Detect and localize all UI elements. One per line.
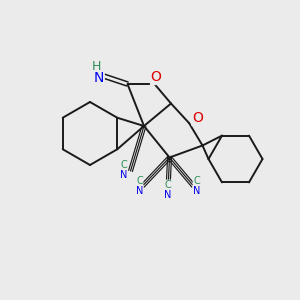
Text: N: N: [120, 169, 128, 180]
Text: N: N: [193, 185, 200, 196]
Text: O: O: [151, 70, 161, 84]
Text: C: C: [136, 176, 143, 186]
Text: N: N: [94, 71, 104, 85]
Text: N: N: [164, 190, 172, 200]
Text: C: C: [121, 160, 127, 170]
Text: H: H: [91, 60, 101, 73]
Text: O: O: [192, 112, 203, 125]
Text: C: C: [193, 176, 200, 186]
Text: N: N: [136, 185, 143, 196]
Text: C: C: [165, 180, 171, 190]
